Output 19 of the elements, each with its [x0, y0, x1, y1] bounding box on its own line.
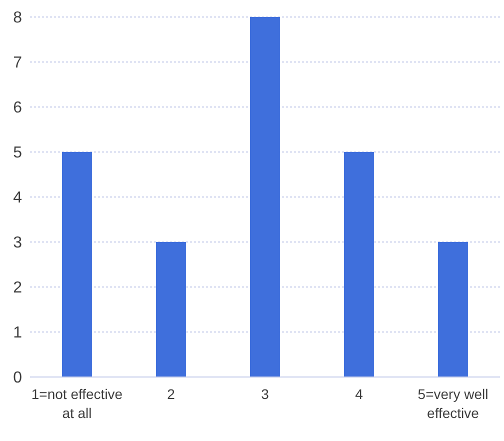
x-tick-label: 4	[355, 386, 364, 402]
y-tick-label: 4	[13, 190, 22, 207]
bar	[250, 17, 280, 377]
x-tick-label: 3	[261, 386, 270, 402]
y-tick-label: 5	[13, 144, 22, 162]
bar	[156, 242, 186, 377]
y-tick-label: 8	[13, 10, 22, 27]
x-tick-label: 2	[167, 386, 176, 402]
bar	[344, 152, 374, 377]
y-tick-label: 2	[13, 280, 22, 297]
y-tick-label: 1	[13, 324, 22, 342]
y-tick-label: 3	[13, 234, 22, 252]
bar	[62, 152, 92, 377]
y-tick-label: 6	[13, 100, 22, 117]
x-tick-label: 5=very well effective	[418, 386, 488, 421]
bar	[438, 242, 468, 377]
x-tick-label: 1=not effective at all	[31, 386, 123, 421]
y-tick-label: 0	[13, 370, 22, 387]
y-tick-label: 7	[13, 54, 22, 72]
